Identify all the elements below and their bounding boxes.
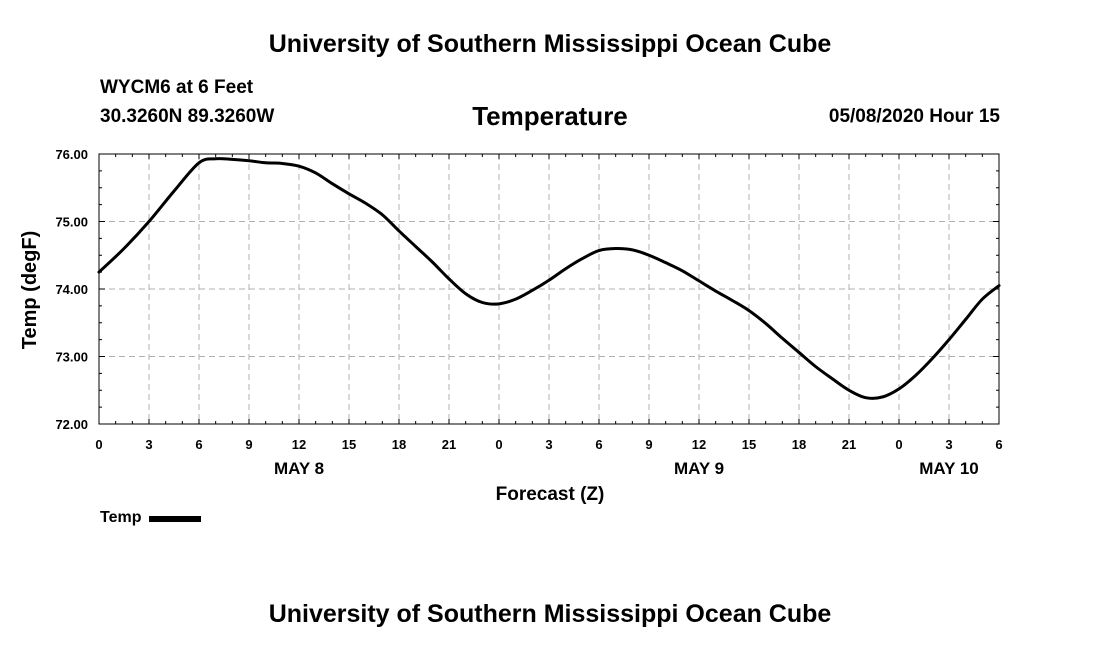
grid-lines: [99, 154, 999, 424]
legend: Temp: [100, 509, 202, 527]
x-tick-label: 6: [595, 437, 602, 452]
y-axis-title: Temp (degF): [19, 231, 41, 350]
legend-line-swatch: [149, 516, 202, 522]
x-tick-label: 18: [392, 437, 406, 452]
header-title-bottom: University of Southern Mississippi Ocean…: [268, 600, 832, 628]
x-tick-label: 3: [945, 437, 952, 452]
x-tick-label: 9: [245, 437, 252, 452]
x-tick-label: 15: [342, 437, 356, 452]
y-tick-label: 73.00: [55, 350, 88, 365]
y-tick-label: 76.00: [55, 147, 88, 162]
header-title-top: University of Southern Mississippi Ocean…: [268, 30, 832, 58]
x-tick-label: 3: [145, 437, 152, 452]
y-tick-label: 74.00: [55, 282, 88, 297]
axis-ticks: [98, 153, 1000, 425]
forecast-datetime: 05/08/2020 Hour 15: [828, 106, 1000, 127]
y-tick-label: 72.00: [55, 417, 88, 432]
chart-title: Temperature: [472, 101, 628, 131]
x-tick-label: 0: [95, 437, 102, 452]
x-tick-label: 0: [895, 437, 902, 452]
x-tick-label: 15: [742, 437, 756, 452]
x-tick-label: 12: [692, 437, 706, 452]
x-tick-label: 21: [442, 437, 456, 452]
series-line-temp: [97, 157, 1001, 400]
date-label: MAY 9: [674, 459, 724, 478]
x-tick-label: 0: [495, 437, 502, 452]
x-tick-label: 21: [842, 437, 856, 452]
x-tick-label: 3: [545, 437, 552, 452]
x-tick-label: 9: [645, 437, 652, 452]
x-tick-label: 6: [995, 437, 1002, 452]
axis-labels: 0 3 6 9 12 15 18 21 0 3 6 9 12 15 18 21 0 3 6 72.00 73.00 74.…: [55, 147, 1002, 478]
x-tick-label: 6: [195, 437, 202, 452]
legend-label: Temp: [100, 509, 142, 526]
station-coordinates: 30.3260N 89.3260W: [100, 106, 275, 127]
x-tick-label: 18: [792, 437, 806, 452]
x-axis-title: Forecast (Z): [496, 484, 605, 505]
y-tick-label: 75.00: [55, 215, 88, 230]
x-tick-label: 12: [292, 437, 306, 452]
station-label: WYCM6 at 6 Feet: [100, 77, 254, 98]
series-layer: [97, 157, 1001, 400]
date-label: MAY 10: [919, 459, 979, 478]
date-label: MAY 8: [274, 459, 324, 478]
